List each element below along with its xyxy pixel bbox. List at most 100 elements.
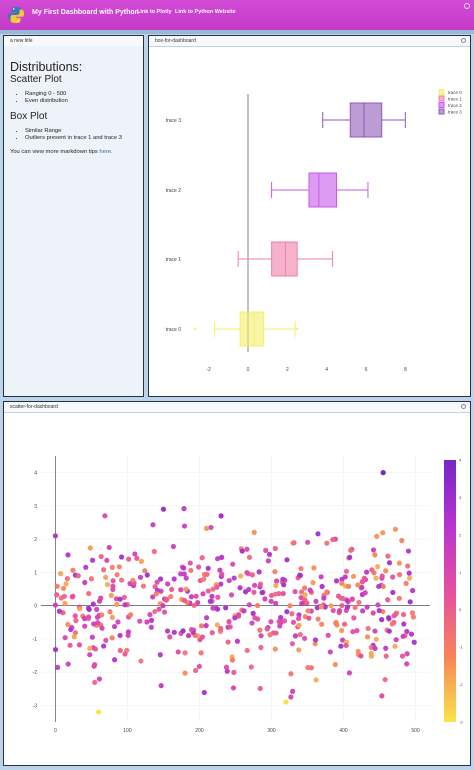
scatter-point (383, 653, 389, 659)
scatter-point (203, 615, 210, 621)
scatter-point (209, 593, 215, 599)
link-python-website[interactable]: Link to Python Website (175, 9, 236, 15)
scatter-point (217, 567, 223, 573)
scatter-point (89, 557, 96, 563)
scatter-point (299, 600, 305, 607)
markdown-tips-link[interactable]: here (99, 148, 111, 155)
scatter-point (244, 647, 250, 654)
scatter-point (87, 652, 93, 658)
scatter-point (370, 610, 376, 616)
scatter-point (180, 628, 186, 634)
header-divider (0, 30, 474, 34)
scatter-point (268, 592, 275, 599)
scatter-point (142, 568, 148, 574)
scatter-point (111, 623, 118, 630)
panel-title-bar[interactable]: box-for-dashboard (149, 36, 470, 47)
scatter-point (280, 576, 286, 582)
scatter-point (352, 604, 358, 611)
scatter-point (109, 614, 115, 620)
scatter-point (281, 582, 287, 588)
scatter-point (266, 551, 273, 558)
y-tick-label: 3 (34, 504, 37, 510)
scatter-point (225, 639, 231, 645)
scatter-point (405, 563, 411, 569)
scatter-point (356, 599, 362, 605)
scatter-point (168, 593, 174, 600)
scatter-point (390, 574, 396, 580)
scatter-point (330, 607, 336, 614)
scatter-point (288, 694, 294, 700)
scatter-point (249, 572, 255, 578)
scatter-point (364, 604, 370, 610)
scatter-point (246, 554, 253, 560)
scatter-point (182, 650, 188, 656)
scatter-point (407, 599, 413, 605)
scatter-point (56, 608, 62, 614)
scatter-point (55, 664, 61, 670)
scatter-point (411, 639, 417, 645)
scatter-point (376, 583, 382, 590)
scatter-point (405, 548, 412, 554)
scatter-point (288, 671, 294, 677)
scatter-point (376, 607, 382, 614)
scatter-point (364, 569, 370, 575)
scatter-point (158, 576, 164, 582)
scatter-point (140, 583, 147, 589)
box (271, 241, 298, 277)
scatter-point (152, 608, 158, 615)
scatter-point (182, 670, 188, 676)
panel-title-bar[interactable]: scatter-for-dashboard (4, 402, 470, 413)
scatter-point (181, 506, 187, 512)
scatter-point (273, 578, 280, 584)
gear-icon[interactable] (464, 3, 470, 9)
scatter-point (390, 589, 396, 596)
scatter-point (178, 571, 184, 577)
scatter-point (401, 621, 407, 627)
scatter-point (150, 594, 156, 600)
colorbar-tick-label: 0 (459, 607, 462, 612)
scatter-point (312, 641, 318, 647)
scatter-point (65, 621, 71, 628)
scatter-point (369, 567, 375, 573)
scatter-point (292, 633, 299, 639)
scatter-point (99, 612, 105, 618)
scatter-point (373, 575, 379, 581)
gear-icon[interactable] (461, 38, 466, 43)
scatter-point (54, 592, 60, 598)
scatter-point (218, 625, 224, 632)
y-tick-label: -2 (33, 670, 38, 676)
x-tick-label: 300 (267, 728, 276, 734)
python-logo-icon[interactable] (7, 6, 25, 24)
scatter-point (72, 613, 78, 619)
scatter-point (94, 614, 101, 620)
scatter-point (87, 545, 93, 551)
scatter-point (348, 547, 354, 553)
scatter-point (188, 594, 195, 600)
scatter-point (280, 590, 286, 597)
scatter-bullet-list: Ranging 0 - 500 Even distribution (10, 91, 137, 106)
scatter-point (290, 619, 297, 625)
scatter-point (210, 605, 216, 611)
scatter-point (359, 584, 365, 590)
scatter-point (283, 699, 289, 705)
scatter-point (198, 623, 205, 629)
scatter-point (208, 524, 214, 531)
scatter-point (250, 610, 256, 616)
scatter-point (195, 600, 201, 606)
scatter-point (178, 587, 184, 593)
category-label: trace 1 (166, 257, 182, 263)
scatter-point (82, 579, 88, 586)
scatter-point (254, 602, 261, 609)
list-item: Similar Range (25, 128, 137, 135)
scatter-point (251, 589, 257, 595)
scatter-point (230, 561, 236, 567)
scatter-point (278, 614, 284, 621)
link-plotly[interactable]: Link to Plotly (137, 9, 172, 15)
scatter-point (385, 615, 392, 621)
scatter-point (210, 586, 216, 592)
scatter-point (57, 571, 64, 577)
scatter-point (163, 597, 169, 603)
scatter-point (111, 657, 118, 663)
scatter-point (347, 554, 353, 560)
gear-icon[interactable] (461, 404, 466, 409)
